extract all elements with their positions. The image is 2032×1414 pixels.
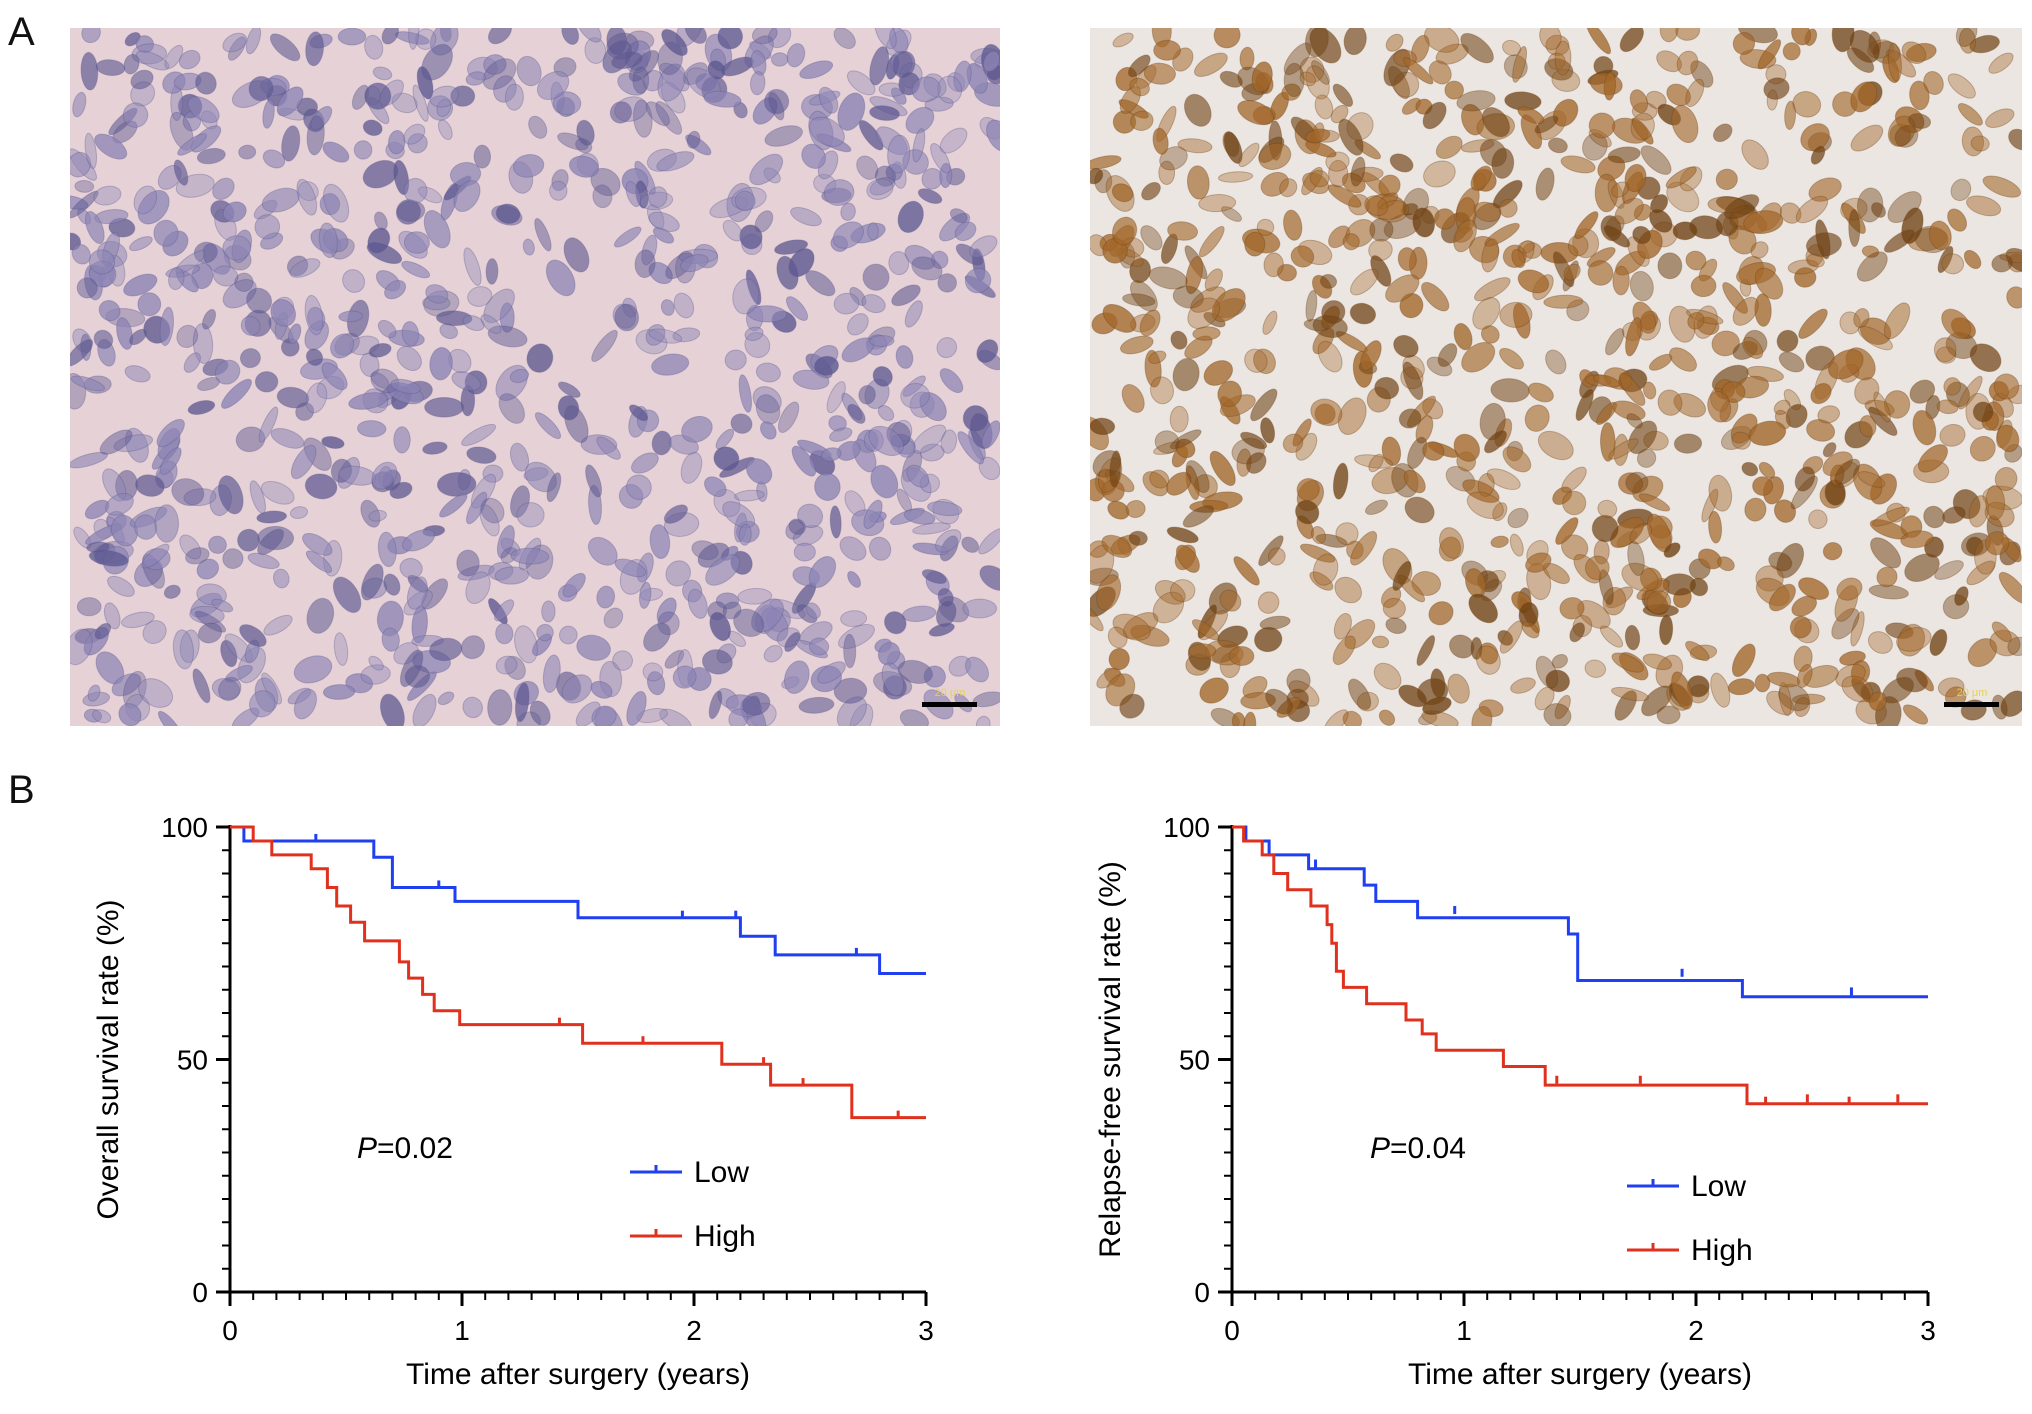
x-tick-label: 3 [1920, 1315, 1936, 1346]
legend-label-low: Low [1691, 1170, 1746, 1203]
y-tick-label: 50 [1179, 1045, 1210, 1076]
scale-bar-label: 20 μm [1957, 687, 1988, 699]
legend-label-high: High [1691, 1234, 1753, 1267]
x-tick-label: 1 [454, 1315, 470, 1346]
x-tick-label: 3 [918, 1315, 934, 1346]
legend-label-high: High [694, 1220, 756, 1253]
y-tick-label: 0 [192, 1277, 208, 1308]
series-line-low [1232, 825, 1928, 999]
p-value-annotation: P=0.02 [357, 1132, 453, 1165]
series-line-low [230, 825, 926, 975]
y-axis-label: Relapse-free survival rate (%) [1094, 861, 1127, 1258]
km-chart-0: 0 50 100 0 1 2 3 Time after surgery (years) Over… [92, 812, 934, 1391]
cell-nuclei [70, 28, 1000, 726]
cell-nuclei [1090, 28, 2022, 726]
x-tick-label: 1 [1456, 1315, 1472, 1346]
series-line-high [230, 825, 926, 1120]
y-axis-label: Overall survival rate (%) [92, 899, 125, 1219]
panel-label-a: A [8, 10, 35, 54]
x-tick-label: 2 [686, 1315, 702, 1346]
scale-bar-label: 20 μm [935, 687, 966, 699]
p-value-annotation: P=0.04 [1370, 1132, 1466, 1165]
x-tick-label: 0 [222, 1315, 238, 1346]
x-axis-label: Time after surgery (years) [406, 1358, 750, 1391]
series-line-high [1232, 825, 1928, 1106]
y-tick-label: 100 [161, 812, 208, 843]
x-tick-label: 0 [1224, 1315, 1240, 1346]
y-tick-label: 50 [177, 1045, 208, 1076]
y-tick-label: 0 [1194, 1277, 1210, 1308]
km-chart-1: 0 50 100 0 1 2 3 Time after surgery (years) Rela… [1094, 812, 1936, 1391]
scale-bar [1944, 702, 1999, 707]
scale-bar [922, 702, 977, 707]
legend-label-low: Low [694, 1156, 749, 1189]
y-tick-label: 100 [1163, 812, 1210, 843]
micrograph-high-expression: 20 μm [1090, 28, 2022, 726]
micrograph-low-expression: 20 μm [70, 28, 1000, 726]
x-tick-label: 2 [1688, 1315, 1704, 1346]
x-axis-label: Time after surgery (years) [1408, 1358, 1752, 1391]
panel-label-b: B [8, 768, 35, 812]
